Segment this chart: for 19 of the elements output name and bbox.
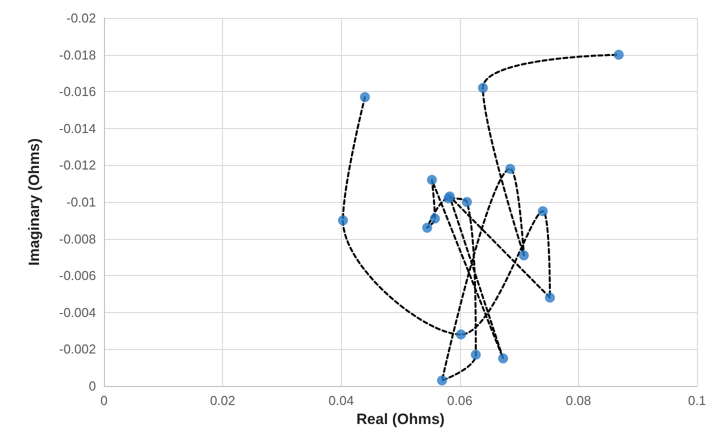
x-tick-label: 0.04: [328, 393, 354, 408]
y-tick-label: 0: [88, 378, 96, 394]
y-tick-label: -0.004: [59, 304, 96, 320]
y-axis-title: Imaginary (Ohms): [26, 138, 43, 266]
y-tick-label: -0.012: [59, 158, 96, 173]
x-axis-title: Real (Ohms): [356, 411, 445, 428]
y-tick-label: -0.014: [59, 120, 96, 136]
x-tick-label: 0.1: [688, 393, 706, 408]
x-tick-label: 0.02: [210, 393, 236, 408]
y-tick-label: -0.008: [59, 231, 96, 246]
y-tick-label: -0.016: [59, 84, 96, 100]
x-tick-label: 0.06: [447, 393, 472, 408]
x-tick-label: 0: [100, 393, 108, 408]
y-tick-label: -0.018: [59, 47, 96, 62]
y-tick-label: -0.002: [59, 342, 96, 357]
y-tick-label: -0.02: [66, 10, 96, 26]
y-tick-label: -0.01: [66, 194, 96, 210]
y-tick-label: -0.006: [59, 268, 96, 284]
x-tick-label: 0.08: [566, 393, 592, 408]
